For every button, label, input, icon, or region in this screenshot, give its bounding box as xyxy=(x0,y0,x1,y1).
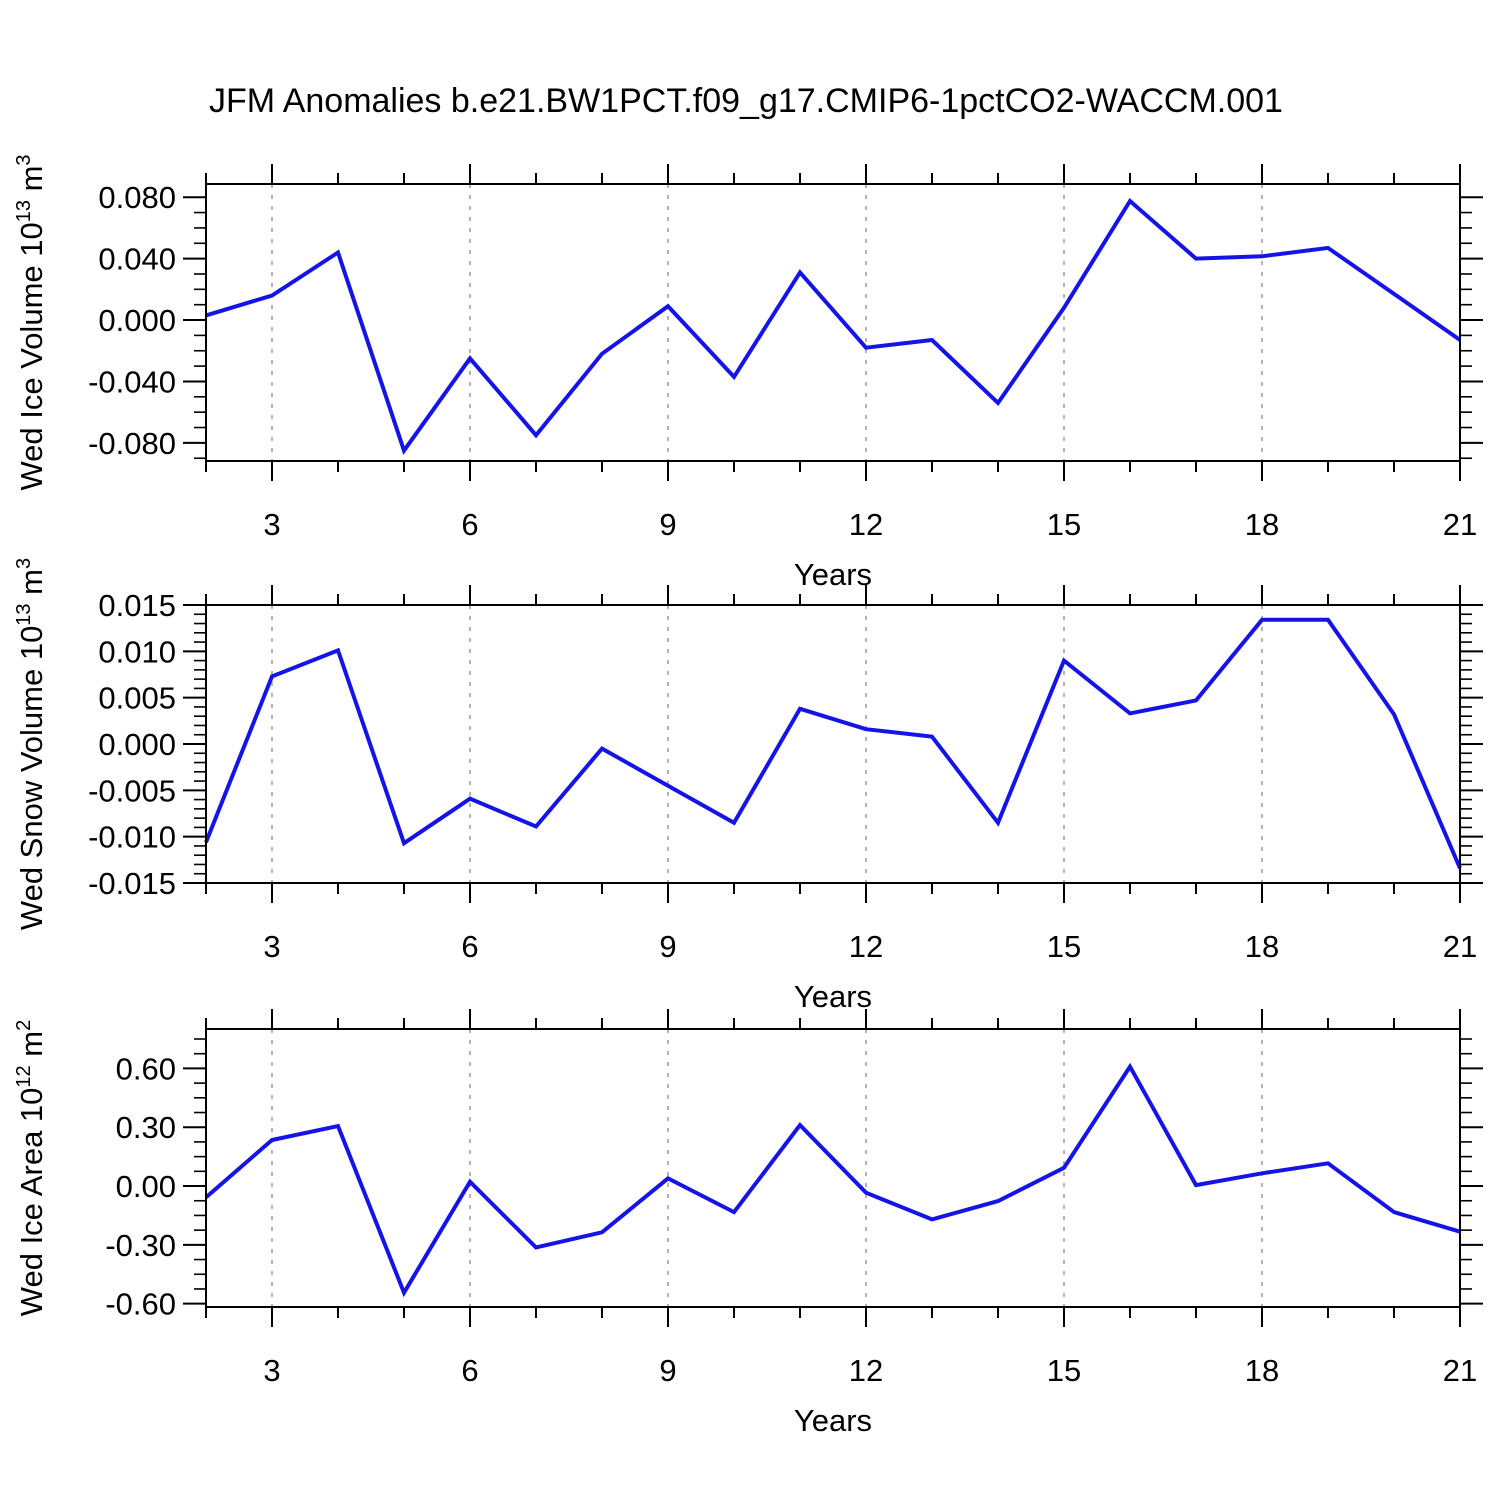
x-tick-label: 6 xyxy=(461,929,478,964)
y-tick-label: 0.080 xyxy=(98,180,176,215)
x-tick-label: 12 xyxy=(849,507,883,542)
x-tick-label: 6 xyxy=(461,1353,478,1388)
superscript: 2 xyxy=(13,1020,35,1031)
panel-wed-ice-area: 3 6 9 12 15 18 21 Years 0.60 0.30 0.00 -0.30 -0.60 We… xyxy=(13,1009,1483,1438)
superscript: 3 xyxy=(13,558,35,569)
panels: 3 6 9 12 15 18 21 Years 0.080 0.040 0.000 -0.040 -0.… xyxy=(13,154,1483,1438)
superscript: 13 xyxy=(13,200,35,222)
y-axis-title: Wed Snow Volume 1013 m3 xyxy=(13,558,49,930)
y-tick-label: 0.005 xyxy=(98,681,176,716)
x-axis-title: Years xyxy=(794,557,872,592)
panel-wed-snow-volume: 3 6 9 12 15 18 21 Years 0.015 0.010 0.005 0.000 -0.0… xyxy=(13,558,1483,1014)
x-tick-label: 21 xyxy=(1443,929,1477,964)
x-axis-title: Years xyxy=(794,1403,872,1438)
panel-frame xyxy=(205,183,1461,462)
x-axis-title: Years xyxy=(794,979,872,1014)
y-tick-label: 0.60 xyxy=(116,1051,176,1086)
y-tick-label: 0.00 xyxy=(116,1169,176,1204)
chart-title: JFM Anomalies b.e21.BW1PCT.f09_g17.CMIP6… xyxy=(209,82,1283,120)
y-tick-label: -0.60 xyxy=(105,1287,176,1322)
superscript: 13 xyxy=(13,603,35,625)
label-text: m xyxy=(14,1031,49,1065)
y-tick-label: -0.040 xyxy=(88,364,176,399)
data-line-wed-snow-volume xyxy=(204,617,1462,869)
y-tick-label: -0.010 xyxy=(88,820,176,855)
x-tick-label: 3 xyxy=(263,507,280,542)
panel-frame xyxy=(205,1028,1461,1308)
x-tick-label: 15 xyxy=(1047,929,1081,964)
label-text: Wed Ice Volume 10 xyxy=(14,222,49,490)
y-tick-label: -0.080 xyxy=(88,426,176,461)
label-text: m xyxy=(14,166,49,200)
panel-frame xyxy=(205,604,1461,884)
x-tick-label: 12 xyxy=(849,1353,883,1388)
y-tick-label: 0.30 xyxy=(116,1110,176,1145)
x-tick-label: 21 xyxy=(1443,1353,1477,1388)
y-tick-label: 0.000 xyxy=(98,727,176,762)
y-axis-title: Wed Ice Area 1012 m2 xyxy=(13,1020,49,1316)
x-tick-label: 18 xyxy=(1245,1353,1279,1388)
x-tick-label: 12 xyxy=(849,929,883,964)
y-tick-label: 0.040 xyxy=(98,242,176,277)
x-tick-label: 3 xyxy=(263,929,280,964)
x-tick-label: 9 xyxy=(659,1353,676,1388)
data-line-wed-ice-volume xyxy=(205,197,1462,455)
y-tick-label: -0.005 xyxy=(88,773,176,808)
data-line-wed-ice-area xyxy=(204,1062,1461,1298)
y-tick-label: 0.015 xyxy=(98,588,176,623)
label-text: Wed Snow Volume 10 xyxy=(14,626,49,930)
superscript: 12 xyxy=(13,1065,35,1087)
x-tick-label: 9 xyxy=(659,929,676,964)
x-tick-label: 15 xyxy=(1047,1353,1081,1388)
y-tick-label: -0.30 xyxy=(105,1228,176,1263)
x-tick-label: 18 xyxy=(1245,929,1279,964)
x-tick-label: 6 xyxy=(461,507,478,542)
label-text: m xyxy=(14,569,49,603)
y-tick-label: 0.000 xyxy=(98,303,176,338)
panel-wed-ice-volume: 3 6 9 12 15 18 21 Years 0.080 0.040 0.000 -0.040 -0.… xyxy=(13,154,1483,592)
superscript: 3 xyxy=(13,154,35,165)
x-tick-label: 3 xyxy=(263,1353,280,1388)
y-tick-label: -0.015 xyxy=(88,866,176,901)
y-tick-label: 0.010 xyxy=(98,634,176,669)
x-tick-label: 18 xyxy=(1245,507,1279,542)
x-tick-label: 9 xyxy=(659,507,676,542)
label-text: Wed Ice Area 10 xyxy=(14,1088,49,1317)
y-axis-title: Wed Ice Volume 1013 m3 xyxy=(13,154,49,490)
x-tick-label: 21 xyxy=(1443,507,1477,542)
x-tick-label: 15 xyxy=(1047,507,1081,542)
